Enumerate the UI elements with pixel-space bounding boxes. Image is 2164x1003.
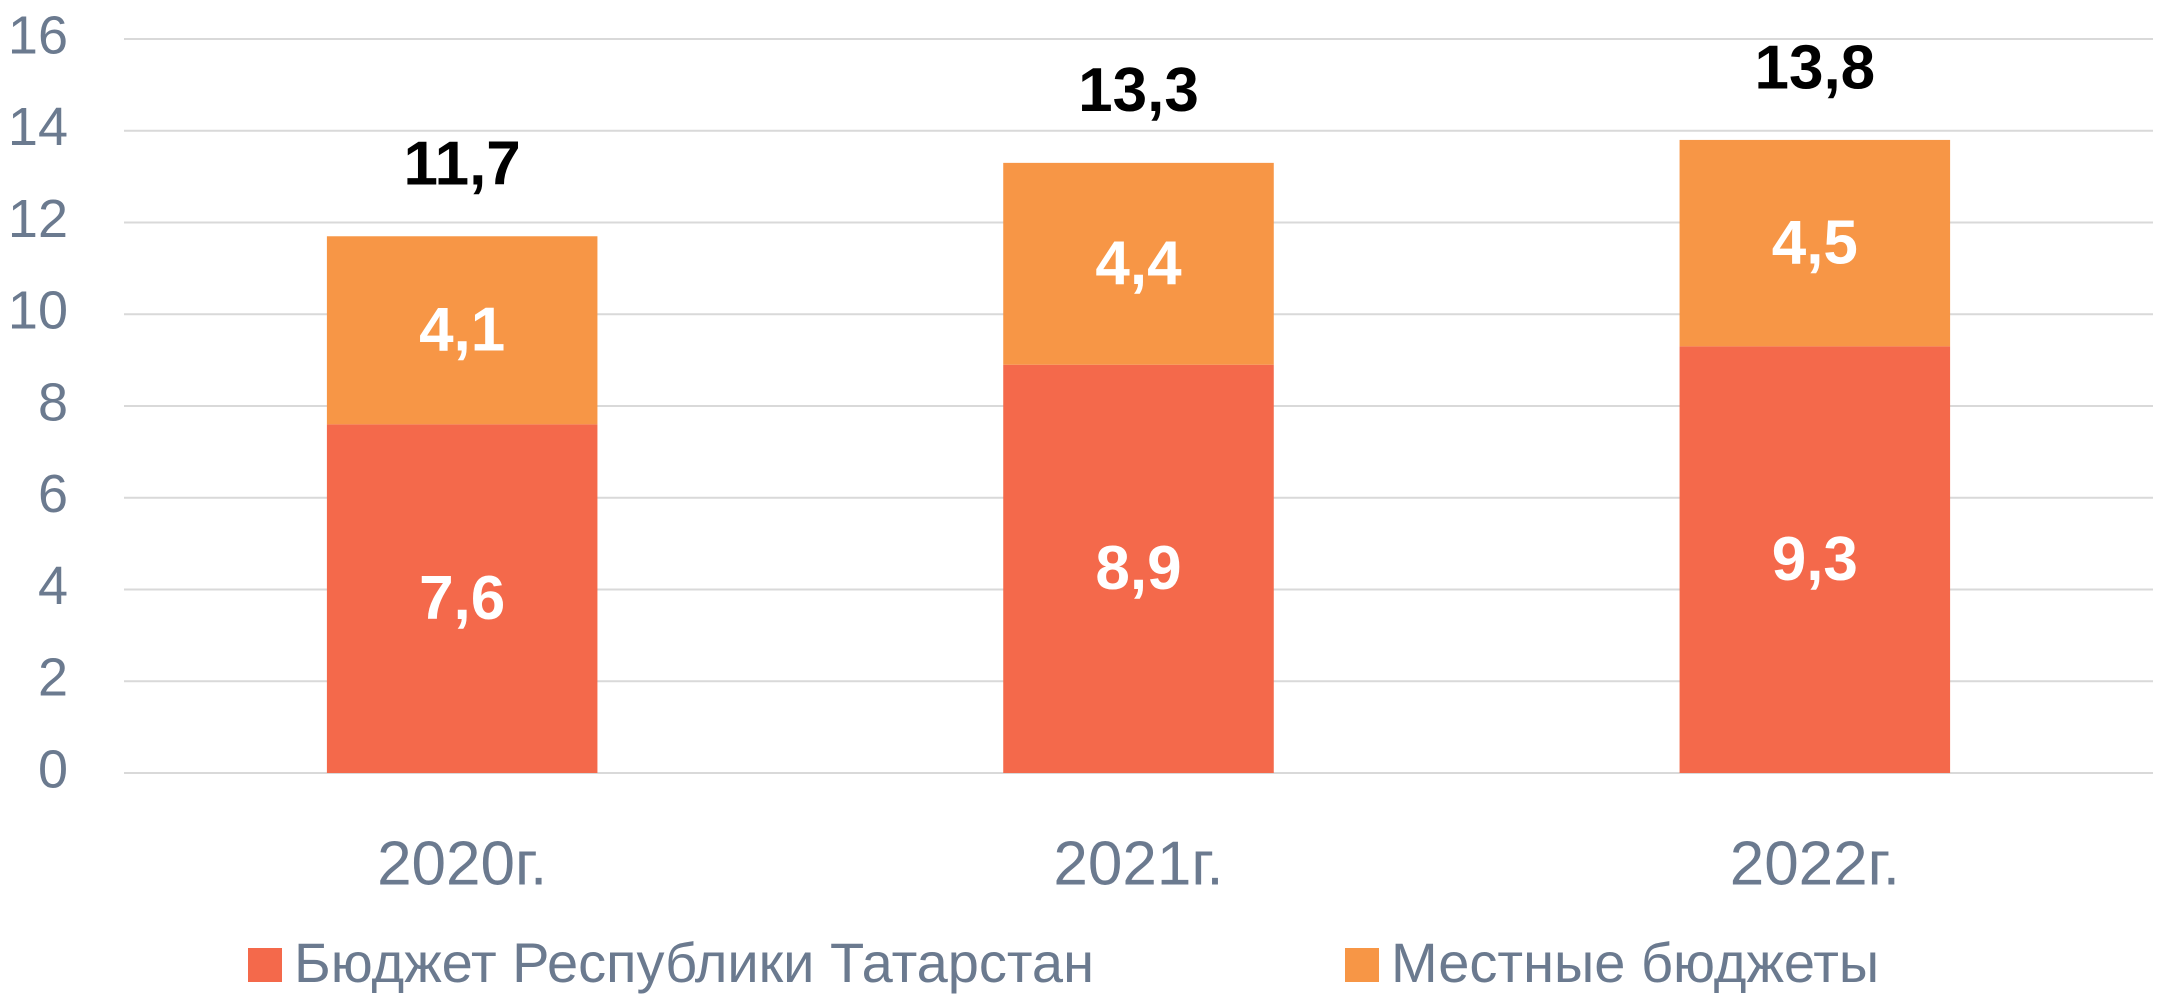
y-tick-label: 8 — [38, 372, 68, 432]
bar-segment — [1679, 139, 1951, 347]
x-tick-label: 2022г. — [1730, 829, 1900, 898]
y-tick-label: 4 — [38, 556, 68, 616]
x-tick-label: 2021г. — [1053, 829, 1223, 898]
y-tick-label: 16 — [8, 5, 68, 65]
legend-swatch — [1345, 948, 1379, 982]
total-label: 13,8 — [1754, 33, 1875, 102]
bar-segment — [1003, 364, 1274, 773]
data-label: 8,9 — [1095, 534, 1181, 603]
legend-label: Местные бюджеты — [1391, 931, 1879, 994]
y-tick-label: 10 — [8, 281, 68, 341]
bar-segment — [1679, 346, 1951, 773]
bar-segment — [326, 236, 598, 425]
data-label: 4,4 — [1095, 229, 1182, 298]
y-tick-label: 6 — [38, 464, 68, 524]
y-tick-label: 2 — [38, 648, 68, 708]
data-label: 4,1 — [419, 296, 505, 365]
y-tick-label: 12 — [8, 189, 68, 249]
total-label: 13,3 — [1078, 56, 1199, 125]
legend-label: Бюджет Республики Татарстан — [294, 931, 1094, 994]
y-tick-label: 0 — [38, 739, 68, 799]
data-label: 9,3 — [1772, 525, 1858, 594]
data-label: 4,5 — [1772, 209, 1858, 278]
legend-swatch — [248, 948, 282, 982]
x-tick-label: 2020г. — [377, 829, 547, 898]
bar-segment — [1003, 162, 1274, 365]
total-label: 11,7 — [404, 130, 521, 199]
bar-segment — [326, 424, 598, 773]
data-label: 7,6 — [419, 564, 505, 633]
y-tick-label: 14 — [8, 97, 68, 157]
